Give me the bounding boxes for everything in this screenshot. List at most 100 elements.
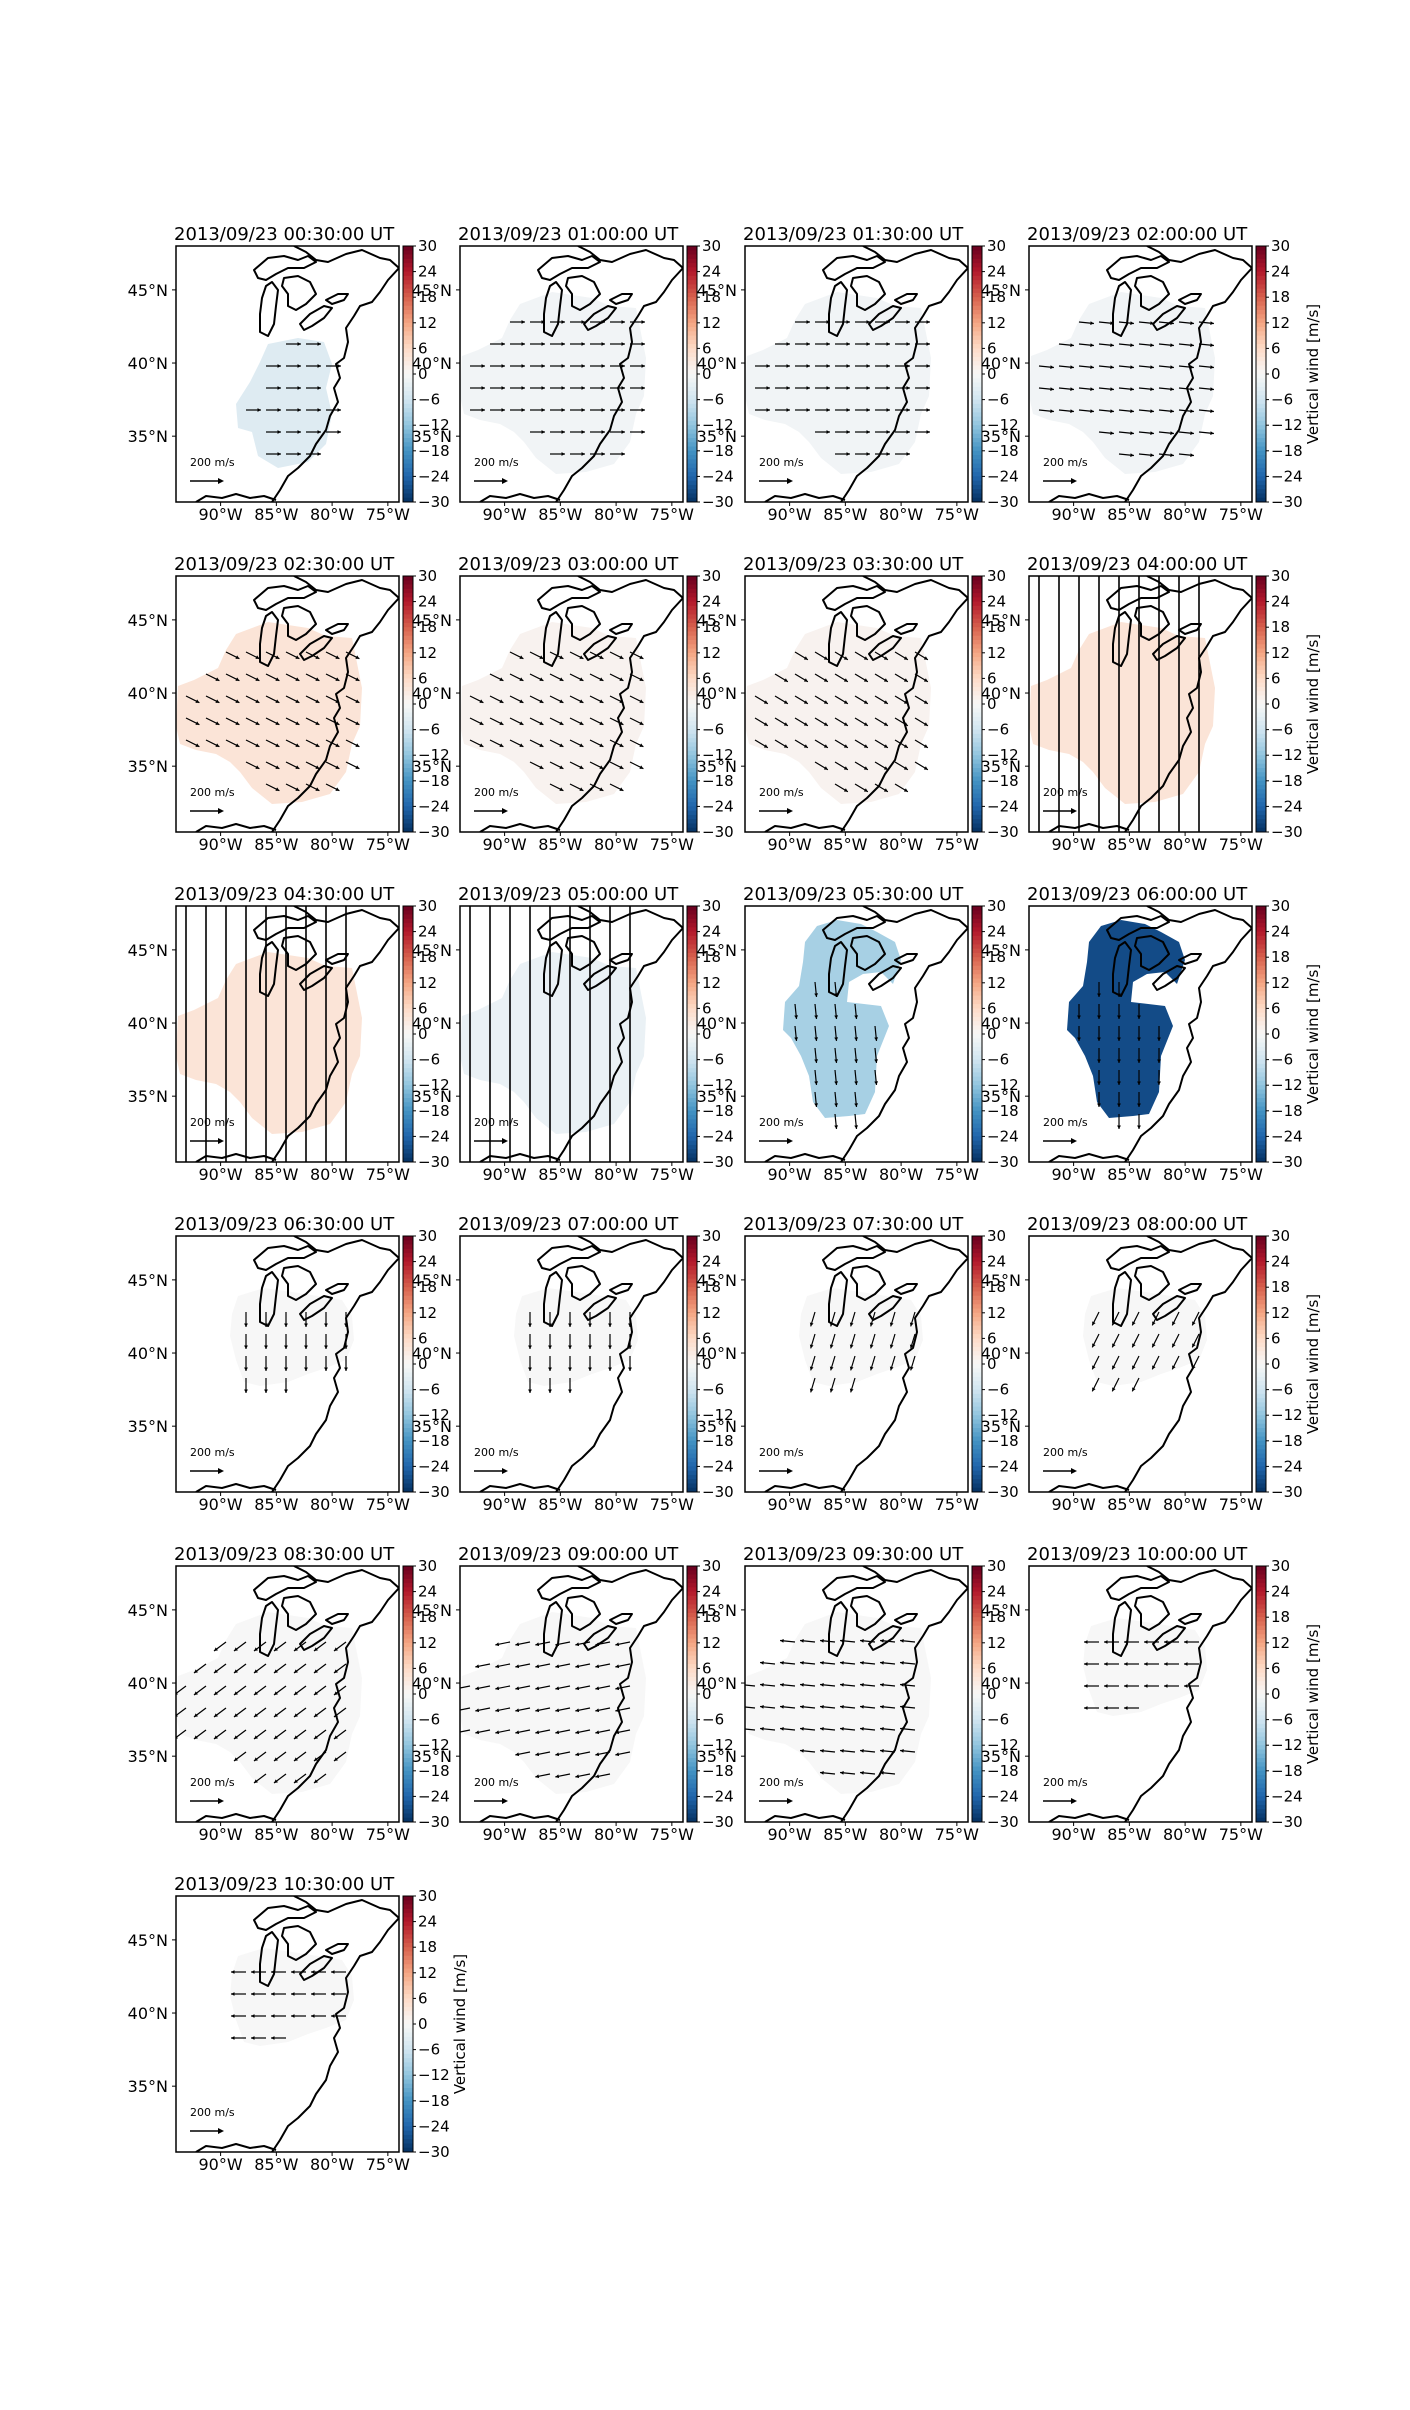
lake-outline [325, 1613, 349, 1625]
wind-vector [233, 1663, 247, 1674]
vertical-wind-field [230, 1288, 354, 1386]
gulf-coastline [764, 493, 846, 502]
lon-tick-label: 90°W [1052, 505, 1096, 524]
wind-vector [305, 651, 320, 660]
lat-tick-label: 35°N [981, 1747, 1021, 1766]
map-panel: 2013/09/23 02:00:00 UT 200 m/s 90°W 85°W 80°… [981, 226, 1322, 532]
wind-vector [629, 739, 644, 748]
coastline [840, 246, 968, 502]
wind-vector [1058, 365, 1074, 370]
colorbar-tick-label: 12 [418, 644, 437, 662]
lake-outline [1134, 605, 1170, 641]
wind-vector [304, 1312, 308, 1327]
wind-vector [1144, 1662, 1159, 1666]
gulf-coastline [1048, 1483, 1130, 1492]
wind-vector [628, 1312, 632, 1327]
wind-vector [754, 695, 769, 705]
wind-vector [760, 1660, 776, 1665]
lat-tick-label: 45°N [128, 941, 168, 960]
wind-vector [1058, 409, 1074, 414]
lake-outline [325, 1943, 349, 1955]
colorbar-tick-label: 0 [702, 1355, 712, 1373]
lake-outline [537, 1245, 601, 1271]
colorbar-tick-label: 12 [987, 1634, 1006, 1652]
wind-vector [610, 364, 625, 368]
lat-tick-label: 35°N [412, 1747, 452, 1766]
lake-outline [1134, 275, 1170, 311]
lake-outline [828, 1271, 848, 1327]
map-svg: 200 m/s 90°W 85°W 80°W 75°W 45°N 40°N 35°N 30 24 1… [128, 1557, 450, 1844]
wind-vector [569, 695, 584, 704]
lat-tick-label: 35°N [412, 1087, 452, 1106]
wind-vector [854, 761, 869, 771]
wind-vector [880, 1704, 896, 1709]
map-panel: 2013/09/23 07:30:00 UT 200 m/s 90°W 85°W 80°… [697, 1216, 1035, 1522]
wind-vector [1191, 1333, 1200, 1348]
lat-tick-label: 35°N [697, 757, 737, 776]
lat-tick-label: 40°N [128, 684, 168, 703]
lon-tick-label: 85°W [1107, 1825, 1151, 1844]
wind-vector [630, 342, 645, 346]
wind-vector [894, 673, 909, 683]
colorbar-tick-label: −12 [418, 746, 450, 764]
gulf-coastline [195, 823, 277, 832]
wind-vector [271, 2014, 286, 2018]
wind-vector [325, 761, 340, 770]
lon-tick-label: 85°W [823, 505, 867, 524]
wind-vector [610, 452, 625, 456]
wind-vector [840, 1638, 856, 1643]
wind-vector [273, 1663, 287, 1674]
lat-tick-label: 45°N [981, 1271, 1021, 1290]
gulf-coastline [479, 1813, 561, 1822]
colorbar-tick-label: −12 [987, 1736, 1019, 1754]
colorbar-tick-label: −24 [418, 1127, 450, 1145]
wind-vector [245, 717, 260, 726]
lake-outline [583, 1295, 617, 1321]
map-frame [1028, 575, 1253, 833]
arrow-scale-label: 200 m/s [190, 1446, 235, 1459]
wind-vector [233, 1729, 247, 1740]
colorbar-tick-label: 18 [418, 948, 437, 966]
map-svg: 200 m/s 90°W 85°W 80°W 75°W 45°N 40°N 35°N 30 24 1… [128, 237, 450, 524]
wind-vector [535, 1729, 551, 1735]
colorbar-tick-label: 30 [702, 1227, 721, 1245]
colorbar-tick-label: −18 [418, 1102, 450, 1120]
panel-title: 2013/09/23 04:00:00 UT [1027, 554, 1248, 575]
wind-vector [549, 651, 564, 660]
wind-vector [589, 761, 604, 770]
wind-vector [549, 673, 564, 682]
wind-vector [1084, 1640, 1099, 1644]
wind-vector [344, 1356, 348, 1371]
colorbar-tick-label: 24 [987, 263, 1006, 281]
wind-vector [313, 1707, 327, 1718]
colorbar-tick-label: 30 [1271, 237, 1290, 255]
colorbar: 30 24 18 12 6 0 −6 −12 −18 −24 −30 [686, 897, 734, 1171]
wind-vector [609, 651, 624, 660]
wind-vector [889, 1333, 896, 1349]
wind-vector [775, 364, 790, 368]
wind-vector [1171, 1355, 1180, 1370]
lon-tick-label: 85°W [538, 1825, 582, 1844]
wind-vector [855, 430, 870, 434]
colorbar-tick-label: −24 [702, 797, 734, 815]
wind-vector [915, 364, 930, 368]
wind-vector [550, 430, 565, 434]
lake-outline [565, 275, 601, 311]
colorbar-tick-label: −12 [418, 2066, 450, 2084]
panel-title: 2013/09/23 03:30:00 UT [743, 554, 964, 575]
lake-outline [609, 623, 633, 635]
wind-vector [795, 320, 810, 324]
wind-vector [1178, 431, 1194, 436]
colorbar: 30 24 18 12 6 0 −6 −12 −18 −24 −30 [402, 897, 450, 1171]
wind-vector [1137, 1092, 1141, 1107]
wind-vector [264, 1334, 268, 1349]
wind-vector [880, 1682, 896, 1687]
colorbar-tick-label: −30 [702, 823, 734, 841]
wind-vector [1178, 387, 1194, 392]
arrow-scale-reference [759, 1798, 793, 1804]
wind-vector [284, 1312, 288, 1327]
lake-outline [259, 1601, 279, 1657]
colorbar-tick-label: 30 [987, 1557, 1006, 1575]
colorbar-tick-label: −24 [418, 1787, 450, 1805]
colorbar-tick-label: −18 [1271, 772, 1303, 790]
